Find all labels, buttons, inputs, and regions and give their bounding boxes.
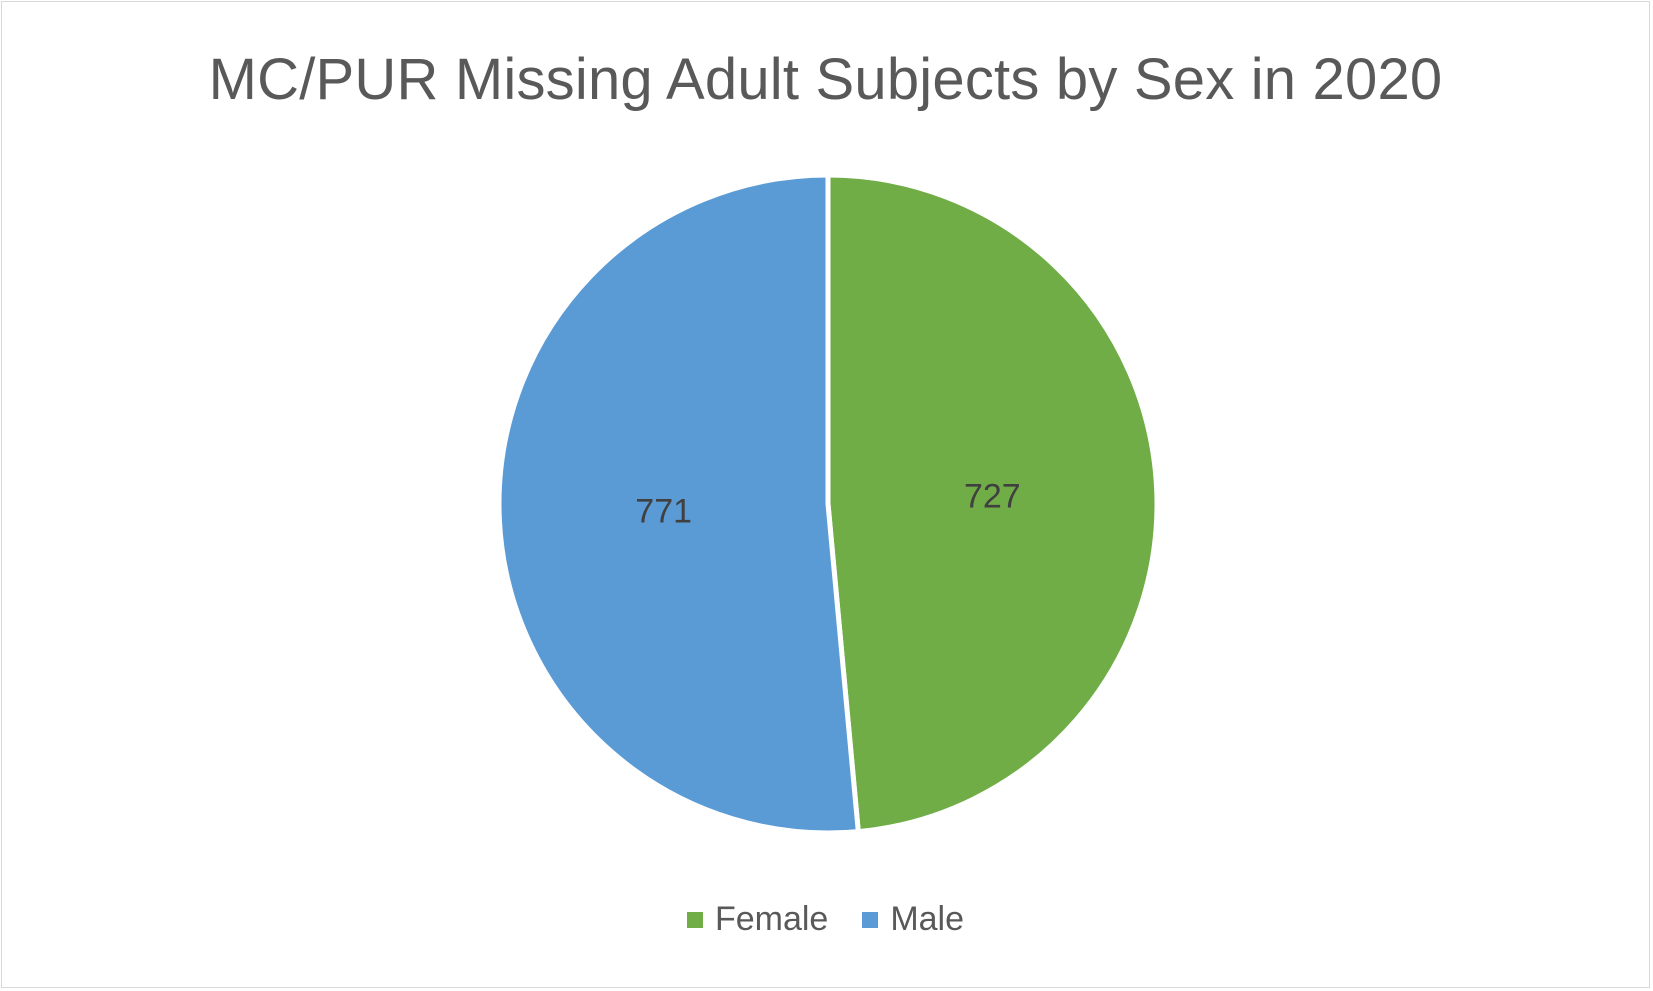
- data-label-female: 727: [964, 477, 1021, 515]
- legend-item-male: Male: [862, 900, 964, 939]
- pie-slice-male: [496, 172, 862, 836]
- legend-item-female: Female: [686, 900, 829, 939]
- legend-label-female: Female: [714, 900, 829, 938]
- chart-title: MC/PUR Missing Adult Subjects by Sex in …: [208, 47, 1443, 112]
- legend-swatch-male: [862, 911, 879, 928]
- pie-slice-female: [825, 172, 1160, 835]
- data-label-male: 771: [635, 493, 692, 531]
- legend-label-male: Male: [890, 900, 965, 938]
- legend: Female Male: [2, 900, 1649, 939]
- legend-swatch-female: [686, 911, 703, 928]
